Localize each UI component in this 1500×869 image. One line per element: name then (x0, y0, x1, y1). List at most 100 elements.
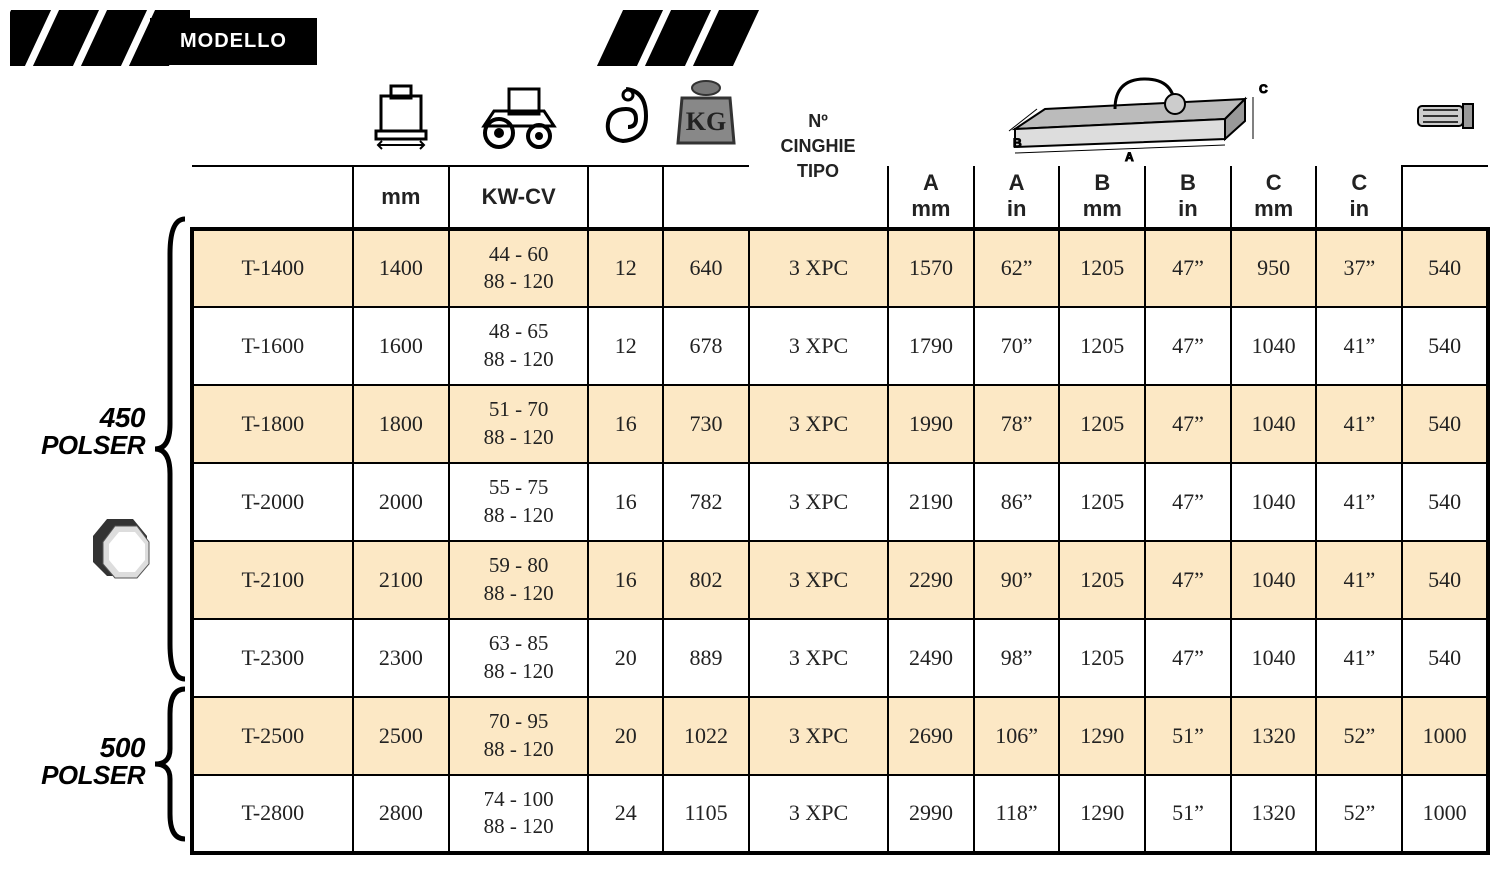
cell-a-in: 118” (974, 775, 1060, 853)
cell-weight: 802 (663, 541, 749, 619)
cell-kwcv: 51 - 7088 - 120 (449, 385, 588, 463)
cell-hammers: 24 (588, 775, 663, 853)
cell-belts: 3 XPC (749, 697, 888, 775)
cell-belts: 3 XPC (749, 541, 888, 619)
cell-rpm: 540 (1402, 619, 1488, 697)
cell-width: 2500 (353, 697, 449, 775)
cell-model: T-2500 (192, 697, 353, 775)
group-500-label: 500 POLSER (30, 734, 145, 788)
cell-width: 2100 (353, 541, 449, 619)
table-row: T-2300230063 - 8588 - 120208893 XPC24909… (192, 619, 1488, 697)
cell-a-mm: 2490 (888, 619, 974, 697)
cell-c-in: 41” (1316, 385, 1402, 463)
cell-b-mm: 1205 (1059, 463, 1145, 541)
cell-rpm: 1000 (1402, 775, 1488, 853)
cell-hammers: 12 (588, 307, 663, 385)
cell-rpm: 540 (1402, 385, 1488, 463)
cell-belts: 3 XPC (749, 619, 888, 697)
cell-kwcv: 44 - 6088 - 120 (449, 229, 588, 307)
cell-a-mm: 2990 (888, 775, 974, 853)
cell-b-mm: 1205 (1059, 541, 1145, 619)
cell-hammers: 20 (588, 697, 663, 775)
cell-kwcv: 59 - 8088 - 120 (449, 541, 588, 619)
width-icon (353, 66, 449, 166)
cell-rpm: 540 (1402, 463, 1488, 541)
unit-b-mm: Bmm (1059, 166, 1145, 229)
cell-c-mm: 1320 (1231, 697, 1317, 775)
left-column: MODELLO 450 POLSER 500 POLSER (10, 10, 190, 855)
cell-model: T-2000 (192, 463, 353, 541)
cell-weight: 782 (663, 463, 749, 541)
cell-c-in: 52” (1316, 775, 1402, 853)
unit-c-mm: Cmm (1231, 166, 1317, 229)
cell-belts: 3 XPC (749, 229, 888, 307)
modello-header: MODELLO (150, 18, 317, 65)
cell-weight: 889 (663, 619, 749, 697)
table-area: KG Nº CINGHIE TIPO (190, 10, 1490, 855)
cell-weight: 730 (663, 385, 749, 463)
svg-text:C: C (1259, 82, 1268, 96)
cell-weight: 640 (663, 229, 749, 307)
spec-table-container: MODELLO 450 POLSER 500 POLSER (10, 10, 1490, 855)
cell-width: 1800 (353, 385, 449, 463)
belt-header: Nº CINGHIE TIPO (749, 66, 888, 229)
cell-width: 1400 (353, 229, 449, 307)
header-stripes-right (190, 10, 1490, 66)
unit-a-in: Ain (974, 166, 1060, 229)
cell-b-in: 47” (1145, 385, 1231, 463)
unit-kwcv: KW-CV (449, 166, 588, 229)
unit-a-mm: Amm (888, 166, 974, 229)
cell-a-mm: 2290 (888, 541, 974, 619)
cell-b-mm: 1290 (1059, 775, 1145, 853)
hammer-icon (588, 66, 663, 166)
cell-c-mm: 1040 (1231, 619, 1317, 697)
cell-b-mm: 1205 (1059, 229, 1145, 307)
table-row: T-2100210059 - 8088 - 120168023 XPC22909… (192, 541, 1488, 619)
cell-kwcv: 74 - 10088 - 120 (449, 775, 588, 853)
table-body: T-1400140044 - 6088 - 120126403 XPC15706… (192, 229, 1488, 853)
cell-kwcv: 63 - 8588 - 120 (449, 619, 588, 697)
cell-c-mm: 1040 (1231, 307, 1317, 385)
table-row: T-2800280074 - 10088 - 1202411053 XPC299… (192, 775, 1488, 853)
cell-kwcv: 55 - 7588 - 120 (449, 463, 588, 541)
cell-b-in: 47” (1145, 229, 1231, 307)
cell-b-mm: 1290 (1059, 697, 1145, 775)
table-row: T-2500250070 - 9588 - 1202010223 XPC2690… (192, 697, 1488, 775)
cell-hammers: 12 (588, 229, 663, 307)
cell-c-in: 37” (1316, 229, 1402, 307)
cell-weight: 678 (663, 307, 749, 385)
cell-model: T-2300 (192, 619, 353, 697)
cell-width: 1600 (353, 307, 449, 385)
cell-a-in: 62” (974, 229, 1060, 307)
cell-b-mm: 1205 (1059, 385, 1145, 463)
cell-belts: 3 XPC (749, 775, 888, 853)
cell-hammers: 16 (588, 463, 663, 541)
brand-logo-icon (85, 514, 155, 584)
cell-rpm: 1000 (1402, 697, 1488, 775)
pto-icon (1402, 66, 1488, 166)
cell-c-mm: 950 (1231, 229, 1317, 307)
cell-c-in: 52” (1316, 697, 1402, 775)
cell-belts: 3 XPC (749, 463, 888, 541)
cell-a-in: 98” (974, 619, 1060, 697)
cell-b-in: 51” (1145, 697, 1231, 775)
cell-a-mm: 1790 (888, 307, 974, 385)
cell-a-mm: 1990 (888, 385, 974, 463)
svg-text:A: A (1125, 150, 1134, 164)
cell-c-in: 41” (1316, 619, 1402, 697)
unit-c-in: Cin (1316, 166, 1402, 229)
cell-hammers: 16 (588, 385, 663, 463)
cell-a-in: 90” (974, 541, 1060, 619)
cell-c-mm: 1040 (1231, 385, 1317, 463)
cell-weight: 1105 (663, 775, 749, 853)
svg-text:KG: KG (685, 107, 725, 136)
cell-b-mm: 1205 (1059, 619, 1145, 697)
cell-hammers: 16 (588, 541, 663, 619)
weight-icon: KG (663, 66, 749, 166)
cell-a-mm: 2190 (888, 463, 974, 541)
group-labels: 450 POLSER 500 POLSER (10, 214, 190, 855)
cell-width: 2000 (353, 463, 449, 541)
cell-a-in: 106” (974, 697, 1060, 775)
unit-mm: mm (353, 166, 449, 229)
cell-model: T-2800 (192, 775, 353, 853)
